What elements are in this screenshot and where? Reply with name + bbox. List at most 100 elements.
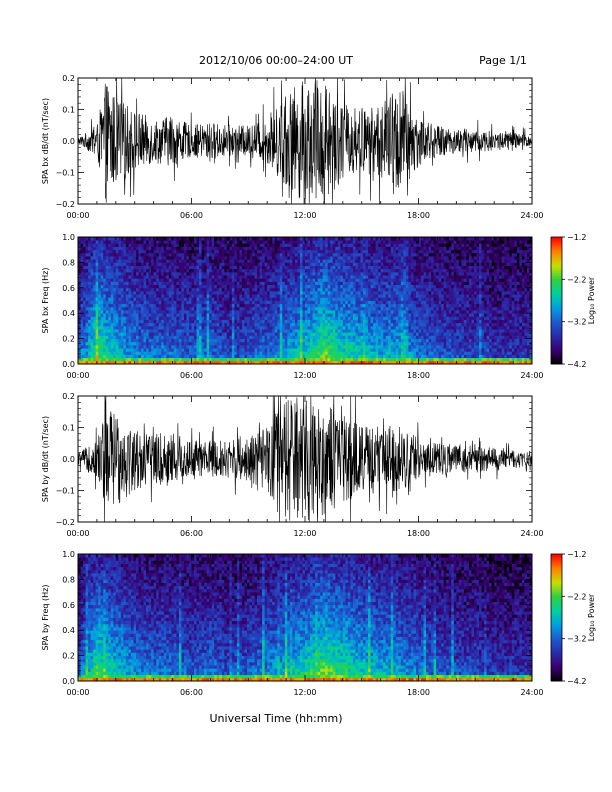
spectrogram-cell (315, 284, 319, 289)
spectrogram-cell (153, 297, 157, 301)
spectrogram-cell (337, 262, 341, 266)
spectrogram-cell (365, 268, 369, 273)
spectrogram-cell (178, 313, 182, 317)
spectrogram-cell (143, 290, 147, 295)
spectrogram-cell (236, 354, 240, 359)
spectrogram-cell (327, 252, 331, 257)
spectrogram-cell (234, 310, 238, 314)
spectrogram-cell (125, 354, 129, 359)
spectrogram-cell (88, 329, 92, 333)
spectrogram-cell (312, 322, 316, 327)
spectrogram-cell (83, 262, 86, 266)
spectrogram-cell (274, 246, 278, 251)
spectrogram-cell (252, 300, 255, 305)
spectrogram-cell (93, 268, 97, 273)
spectrogram-cell (360, 290, 364, 295)
spectrogram-cell (269, 284, 273, 289)
spectrogram-cell (254, 319, 258, 324)
spectrogram-cell (340, 325, 344, 330)
spectrogram-cell (183, 303, 187, 308)
spectrogram-cell (229, 278, 233, 282)
spectrogram-cell (171, 329, 175, 333)
spectrogram-cell (133, 275, 137, 279)
spectrogram-cell (214, 319, 218, 324)
spectrogram-cell (176, 335, 180, 339)
spectrogram-cell (133, 271, 137, 276)
spectrogram-cell (110, 237, 114, 241)
spectrogram-cell (342, 357, 346, 362)
spectrogram-cell (206, 357, 210, 362)
spectrogram-cell (287, 322, 291, 327)
spectrogram-cell (347, 294, 351, 298)
spectrogram-cell (171, 354, 175, 359)
spectrogram-cell (118, 265, 122, 270)
spectrogram-cell (226, 287, 230, 292)
spectrogram-cell (118, 344, 122, 349)
spectrogram-cell (241, 329, 245, 333)
spectrogram-cell (254, 310, 258, 314)
spectrogram-cell (282, 325, 286, 330)
spectrogram-cell (368, 303, 371, 308)
spectrogram-cell (332, 243, 336, 247)
spectrogram-cell (181, 344, 185, 349)
spectrogram-cell (100, 306, 104, 311)
spectrogram-cell (128, 322, 132, 327)
spectrogram-cell (110, 344, 114, 349)
spectrogram-cell (113, 262, 117, 266)
spectrogram-cell (312, 344, 316, 349)
spectrogram-cell (156, 322, 160, 327)
spectrogram-cell (365, 262, 369, 266)
spectrogram-cell (173, 351, 177, 355)
spectrogram-cell (108, 297, 112, 301)
spectrogram-cell (380, 287, 384, 292)
spectrogram-cell (267, 268, 271, 273)
spectrogram-cell (282, 243, 286, 247)
spectrogram-cell (262, 306, 266, 311)
spectrogram-cell (259, 332, 263, 336)
spectrogram-cell (370, 351, 374, 355)
spectrogram-cell (292, 306, 296, 311)
spectrogram-cell (252, 240, 255, 244)
spectrogram-cell (292, 338, 296, 343)
spectrogram-cell (299, 237, 303, 241)
spectrogram-cell (320, 265, 324, 270)
spectrogram-cell (209, 310, 213, 314)
spectrogram-cell (267, 303, 271, 308)
spectrogram-cell (350, 341, 354, 346)
spectrogram-cell (267, 249, 271, 254)
spectrogram-cell (350, 351, 354, 355)
spectrogram-cell (284, 262, 288, 266)
spectrogram-cell (100, 341, 104, 346)
spectrogram-cell (166, 240, 170, 244)
spectrogram-cell (199, 246, 202, 251)
spectrogram-cell (257, 252, 260, 257)
spectrogram-cell (257, 240, 260, 244)
spectrogram-cell (186, 351, 190, 355)
spectrogram-cell (151, 259, 155, 263)
spectrogram-cell (216, 310, 220, 314)
spectrogram-cell (108, 265, 112, 270)
spectrogram-cell (272, 335, 276, 339)
spectrogram-cell (204, 300, 208, 305)
spectrogram-cell (146, 300, 150, 305)
spectrogram-cell (257, 310, 260, 314)
spectrogram-cell (363, 329, 366, 333)
spectrogram-cell (340, 319, 344, 324)
spectrogram-cell (262, 271, 266, 276)
spectrogram-cell (234, 325, 238, 330)
spectrogram-cell (320, 278, 324, 282)
spectrogram-cell (166, 310, 170, 314)
spectrogram-cell (360, 357, 364, 362)
spectrogram-cell (88, 294, 92, 298)
spectrogram-cell (350, 300, 354, 305)
spectrogram-cell (226, 240, 230, 244)
spectrogram-cell (259, 290, 263, 295)
spectrogram-cell (178, 268, 182, 273)
spectrogram-cell (352, 341, 356, 346)
spectrogram-cell (226, 271, 230, 276)
spectrogram-cell (239, 303, 243, 308)
spectrogram-cell (357, 325, 361, 330)
spectrogram-cell (191, 246, 195, 251)
spectrogram-cell (85, 278, 89, 282)
spectrogram-cell (211, 316, 215, 320)
